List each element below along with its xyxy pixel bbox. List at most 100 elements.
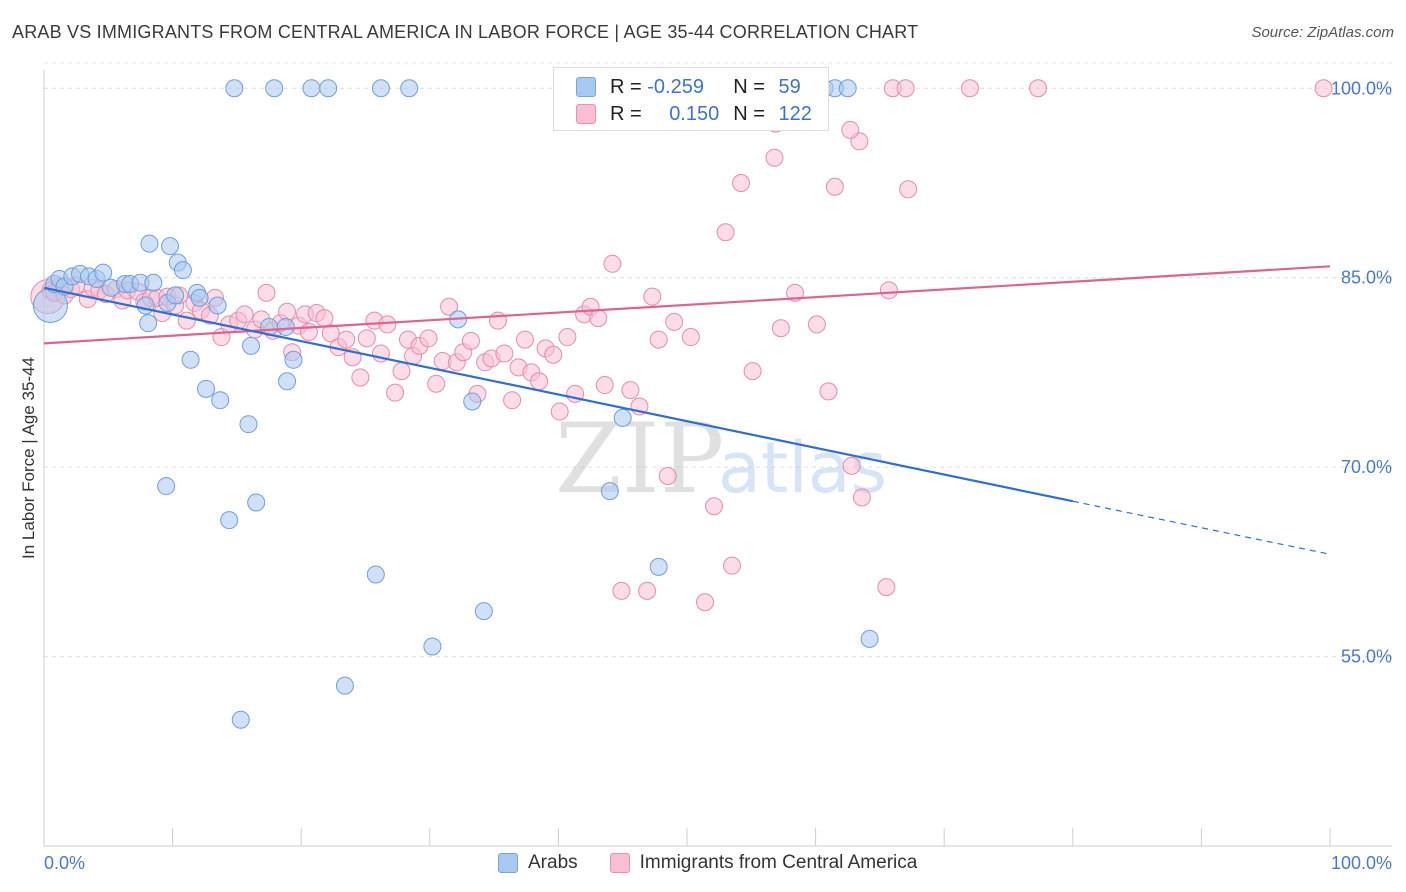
data-point-central-america [705, 497, 724, 516]
series-pink-points [30, 79, 1333, 612]
series-blue-points [32, 79, 879, 729]
legend-swatch-blue [498, 853, 518, 873]
data-point-arabs [860, 629, 879, 648]
x-tick-label: 0.0% [44, 853, 85, 873]
y-tick-label: 100.0% [1331, 78, 1392, 98]
data-point-central-america [807, 315, 826, 334]
data-point-arabs [371, 79, 390, 98]
data-point-central-america [765, 148, 784, 167]
data-point-central-america [879, 281, 898, 300]
data-point-central-america [530, 372, 549, 391]
legend-item-central-america[interactable]: Immigrants from Central America [609, 852, 918, 874]
data-point-central-america [896, 79, 915, 98]
data-point-central-america [321, 324, 340, 343]
data-point-arabs [423, 637, 442, 656]
data-point-central-america [842, 456, 861, 475]
legend-swatch-pink [609, 853, 630, 873]
legend-row-central-america: R = 0.150 N = 122 [576, 101, 812, 127]
data-point-central-america [589, 309, 608, 328]
data-point-central-america [550, 402, 569, 421]
y-tick-label: 85.0% [1341, 268, 1392, 288]
data-point-central-america [603, 254, 622, 273]
data-point-central-america [558, 328, 577, 347]
data-point-arabs [139, 314, 158, 333]
legend-item-arabs[interactable]: Arabs [498, 852, 578, 874]
legend-n-label: N = [733, 102, 765, 125]
data-point-arabs [190, 288, 209, 307]
data-point-arabs [166, 286, 185, 305]
data-point-central-america [461, 331, 480, 350]
data-point-central-america [503, 391, 522, 410]
data-point-central-america [378, 315, 397, 334]
trend-lines [43, 265, 1331, 555]
data-point-central-america [665, 312, 684, 331]
data-point-arabs [319, 79, 338, 98]
data-point-central-america [488, 311, 507, 330]
data-point-central-america [732, 173, 751, 192]
data-point-arabs [239, 415, 258, 434]
data-point-central-america [257, 283, 276, 302]
data-point-arabs [649, 557, 668, 576]
data-point-arabs [225, 79, 244, 98]
data-point-arabs [265, 79, 284, 98]
legend-n-label: N = [733, 75, 765, 98]
trend-line-central-america [43, 265, 1331, 345]
data-point-central-america [638, 581, 657, 600]
data-point-arabs [231, 710, 250, 729]
legend-r-label: R = [610, 102, 642, 125]
data-point-arabs [136, 296, 155, 315]
data-point-central-america [852, 488, 871, 507]
data-point-central-america [1314, 79, 1333, 98]
data-point-central-america [877, 578, 896, 597]
data-point-central-america [696, 593, 715, 612]
data-point-arabs [211, 391, 230, 410]
data-point-central-america [235, 305, 254, 324]
trend-line-arabs-extension [1072, 500, 1331, 555]
data-point-central-america [825, 177, 844, 196]
data-point-central-america [427, 374, 446, 393]
data-point-central-america [177, 311, 196, 330]
data-point-central-america [392, 362, 411, 381]
legend-r-value: -0.259 [647, 75, 704, 98]
data-point-central-america [723, 556, 742, 575]
data-point-central-america [621, 381, 640, 400]
data-point-central-america [386, 383, 405, 402]
legend-n-value: 122 [778, 102, 812, 125]
legend-swatch-blue [576, 77, 596, 97]
data-point-arabs [181, 350, 200, 369]
legend-label-central-america: Immigrants from Central America [639, 852, 918, 873]
stats-legend: R = -0.259 N = 59 R = 0.150 N = 122 [553, 67, 829, 131]
chart-title: ARAB VS IMMIGRANTS FROM CENTRAL AMERICA … [12, 22, 919, 42]
data-point-central-america [315, 309, 334, 328]
data-point-central-america [440, 297, 459, 316]
y-tick-label: 55.0% [1341, 647, 1392, 667]
data-point-central-america [357, 329, 376, 348]
legend-r-value: 0.150 [669, 102, 720, 125]
data-point-arabs [600, 482, 619, 501]
data-point-arabs [463, 392, 482, 411]
data-point-central-america [771, 319, 790, 338]
data-point-central-america [1029, 79, 1048, 98]
data-point-arabs [276, 317, 295, 336]
data-point-central-america [351, 368, 370, 387]
data-point-arabs [161, 237, 180, 256]
data-point-arabs [278, 372, 297, 391]
data-point-arabs [157, 477, 176, 496]
grid-lines [44, 62, 1392, 658]
legend-n-value: 59 [778, 75, 801, 98]
data-point-central-america [649, 330, 668, 349]
data-point-arabs [366, 565, 385, 584]
data-point-central-america [658, 466, 677, 485]
data-point-arabs [302, 79, 321, 98]
data-point-central-america [278, 302, 297, 321]
source-label: Source: ZipAtlas.com [1251, 24, 1394, 41]
data-point-central-america [643, 287, 662, 306]
data-point-arabs [613, 408, 632, 427]
data-point-central-america [960, 79, 979, 98]
data-point-central-america [899, 180, 918, 199]
data-point-central-america [544, 345, 563, 364]
data-point-arabs [284, 350, 303, 369]
data-point-central-america [419, 329, 438, 348]
data-point-arabs [474, 602, 493, 621]
